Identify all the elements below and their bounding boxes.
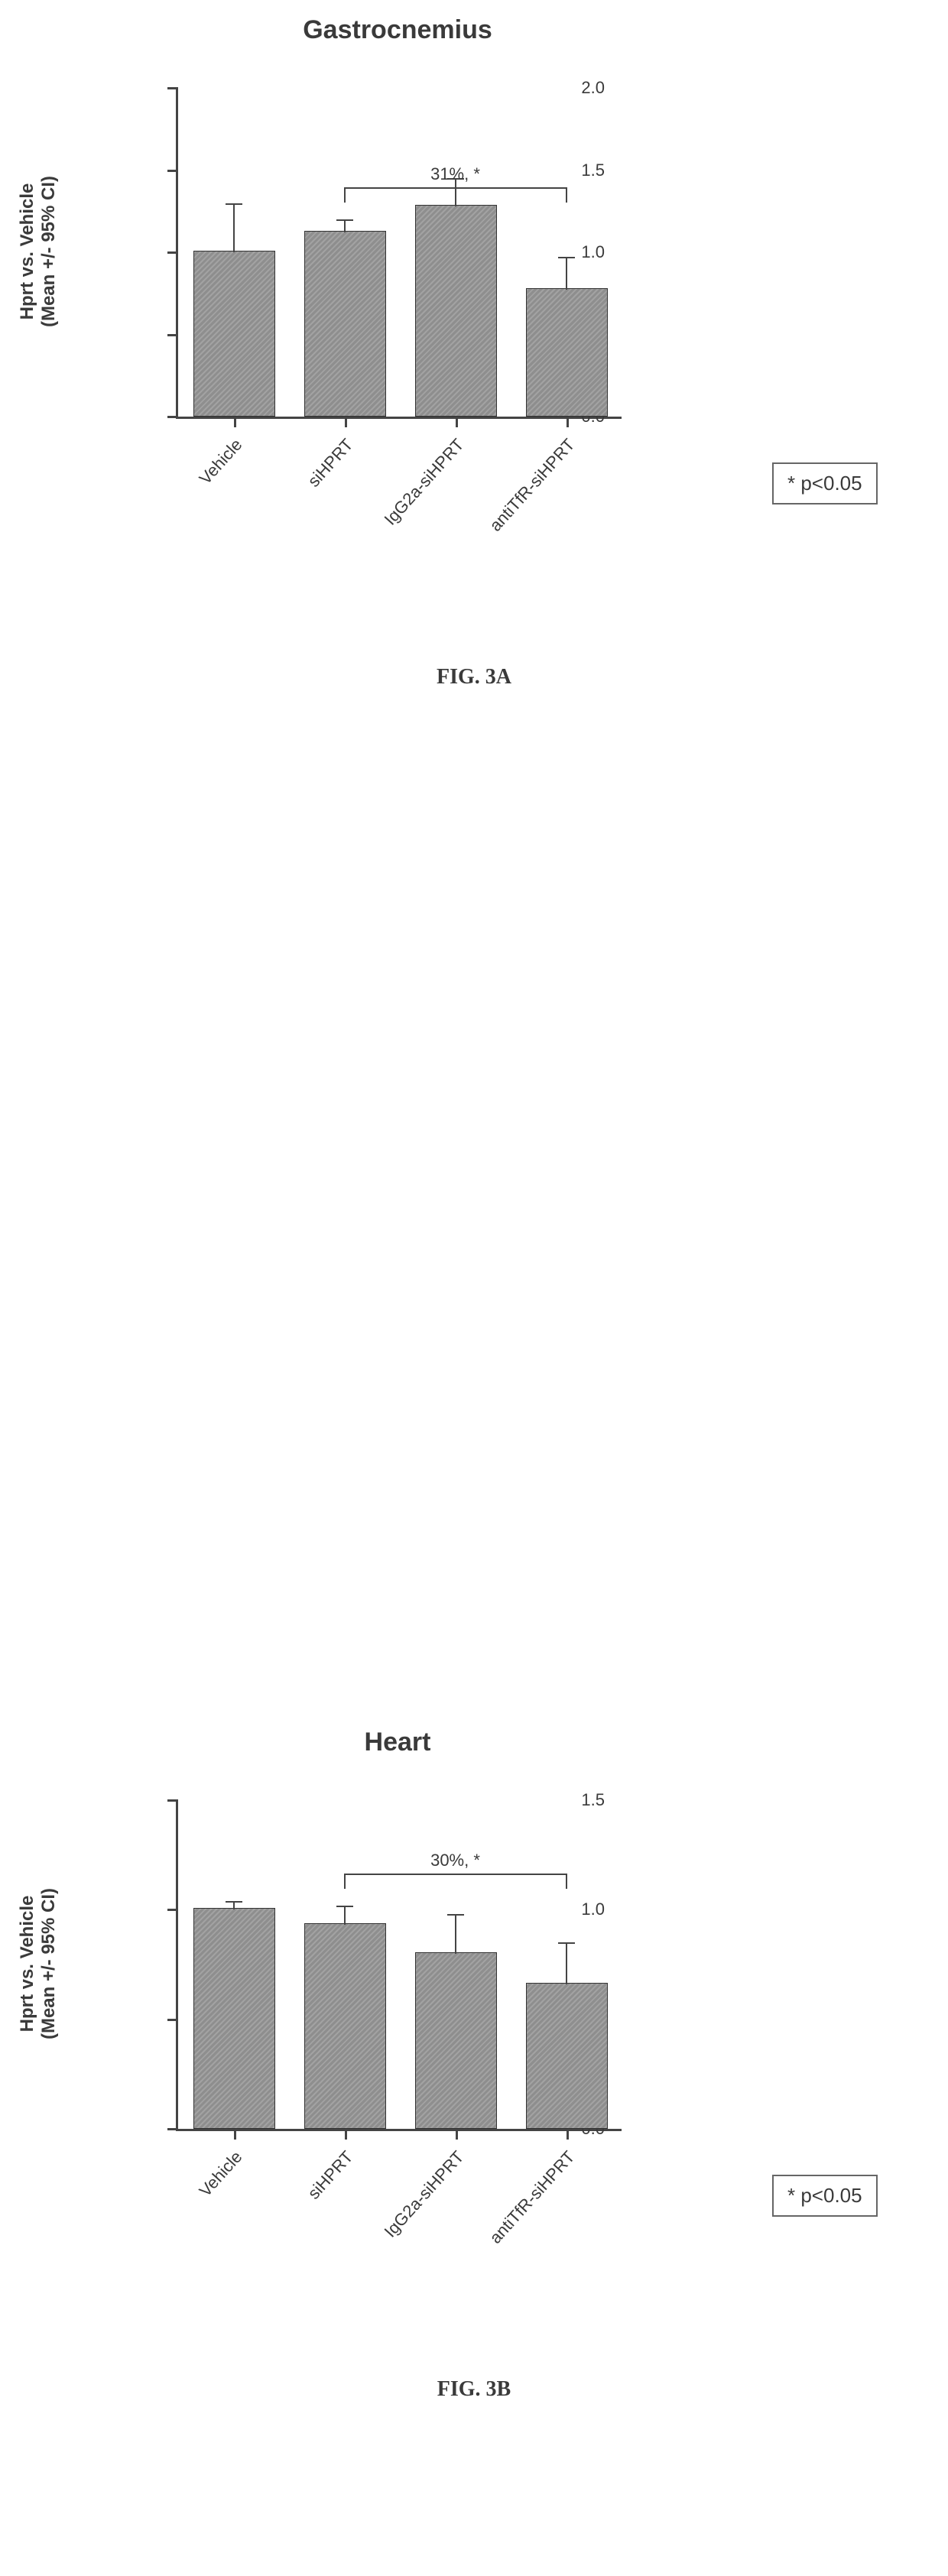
y-axis-label: Hprt vs. Vehicle (Mean +/- 95% CI) bbox=[17, 1799, 60, 2128]
ytick bbox=[167, 2128, 178, 2130]
significance-legend: * p<0.05 bbox=[772, 462, 878, 504]
bar bbox=[415, 1952, 496, 2129]
chart-panel-gastrocnemius: Gastrocnemius0.00.51.01.52.031%, *Hprt v… bbox=[0, 0, 948, 856]
bar bbox=[304, 1923, 385, 2129]
error-bar-cap bbox=[558, 257, 575, 258]
error-bar-stem bbox=[233, 203, 235, 253]
bar bbox=[526, 288, 607, 417]
ytick bbox=[167, 87, 178, 89]
error-bar-cap bbox=[447, 1914, 464, 1916]
plot-area: 0.00.51.01.52.031%, * bbox=[176, 88, 622, 419]
bar bbox=[415, 205, 496, 417]
ytick bbox=[167, 1799, 178, 1802]
ytick bbox=[167, 251, 178, 254]
significance-bracket bbox=[345, 187, 567, 189]
xtick bbox=[456, 417, 458, 427]
significance-bracket-side bbox=[566, 187, 567, 203]
significance-label: 31%, * bbox=[410, 164, 502, 184]
chart-title: Heart bbox=[153, 1728, 642, 1757]
xtick bbox=[567, 417, 569, 427]
ytick-label: 1.0 bbox=[581, 1900, 605, 1919]
ytick-label: 2.0 bbox=[581, 78, 605, 98]
bar bbox=[304, 231, 385, 417]
significance-legend: * p<0.05 bbox=[772, 2175, 878, 2217]
significance-bracket bbox=[345, 1874, 567, 1875]
ytick bbox=[167, 334, 178, 336]
error-bar-cap bbox=[336, 1906, 353, 1907]
y-axis-label: Hprt vs. Vehicle (Mean +/- 95% CI) bbox=[17, 87, 60, 416]
ytick bbox=[167, 170, 178, 172]
error-bar-stem bbox=[566, 1942, 567, 1984]
figure-caption: FIG. 3B bbox=[0, 2377, 948, 2402]
error-bar-cap bbox=[226, 1901, 242, 1903]
error-bar-stem bbox=[455, 1914, 456, 1954]
ytick-label: 1.5 bbox=[581, 161, 605, 180]
xtick bbox=[234, 417, 236, 427]
figure-caption: FIG. 3A bbox=[0, 665, 948, 689]
xtick bbox=[345, 2129, 347, 2140]
error-bar-stem bbox=[344, 1906, 346, 1926]
bar bbox=[193, 251, 274, 417]
error-bar-stem bbox=[344, 219, 346, 232]
error-bar-cap bbox=[558, 1942, 575, 1944]
error-bar-cap bbox=[226, 203, 242, 205]
significance-bracket-side bbox=[344, 1874, 346, 1889]
xtick bbox=[234, 2129, 236, 2140]
plot-area: 0.00.51.01.530%, * bbox=[176, 1800, 622, 2131]
significance-bracket-side bbox=[566, 1874, 567, 1889]
ytick-label: 1.5 bbox=[581, 1790, 605, 1810]
xtick bbox=[456, 2129, 458, 2140]
ytick bbox=[167, 1909, 178, 1911]
xtick bbox=[345, 417, 347, 427]
ytick-label: 1.0 bbox=[581, 242, 605, 262]
ytick bbox=[167, 416, 178, 418]
chart-panel-heart: Heart 0.00.51.01.530%, * Hprt vs. Vehicle … bbox=[0, 1712, 948, 2576]
bar bbox=[526, 1983, 607, 2129]
ytick bbox=[167, 2019, 178, 2021]
significance-label: 30%, * bbox=[410, 1851, 502, 1870]
error-bar-stem bbox=[566, 257, 567, 290]
significance-bracket-side bbox=[344, 187, 346, 203]
xtick bbox=[567, 2129, 569, 2140]
bar bbox=[193, 1908, 274, 2129]
error-bar-cap bbox=[336, 219, 353, 221]
chart-title: Gastrocnemius bbox=[153, 15, 642, 45]
